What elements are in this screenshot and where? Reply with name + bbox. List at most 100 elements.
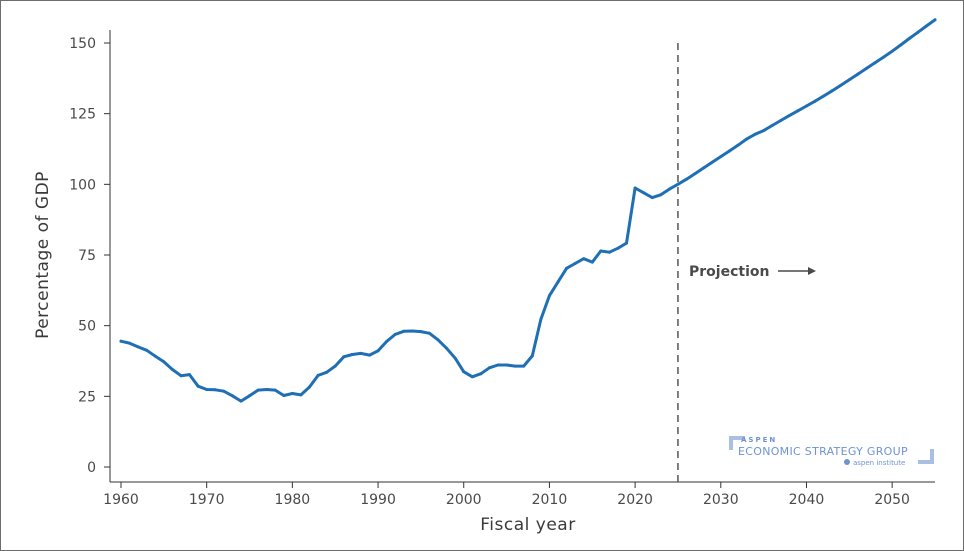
series-point: [453, 356, 457, 360]
series-point: [128, 341, 132, 345]
series-point: [539, 317, 543, 321]
series-point: [873, 61, 877, 65]
series-point: [573, 262, 577, 265]
y-tick-label: 0: [87, 460, 96, 476]
series-point: [727, 149, 731, 153]
series-point: [393, 332, 397, 336]
series-point: [890, 49, 894, 53]
series-point: [153, 354, 157, 358]
series-point: [590, 260, 594, 264]
series-point: [196, 384, 200, 388]
series-point: [830, 89, 834, 93]
logo-institute-text: aspen institute: [853, 459, 905, 467]
series-point: [530, 354, 534, 358]
series-point: [359, 351, 363, 355]
series-point: [633, 186, 637, 190]
series-point: [145, 348, 149, 352]
series-point: [299, 393, 303, 397]
series-point: [350, 353, 354, 356]
series-point: [933, 18, 937, 22]
x-tick-label: 1990: [360, 492, 396, 508]
series-point: [385, 340, 389, 343]
series-point: [924, 24, 928, 28]
projection-annotation: Projection: [689, 264, 769, 280]
series-point: [239, 399, 243, 403]
y-axis-ticks: 0 25 50 75 100 125 150: [69, 36, 110, 476]
series-point: [522, 364, 526, 368]
series-point: [616, 246, 620, 250]
series-point: [479, 372, 483, 376]
logo-institute-icon: [844, 459, 850, 465]
series-point: [796, 109, 800, 113]
series-point: [565, 266, 569, 270]
y-tick-label: 150: [69, 36, 96, 52]
series-point: [445, 346, 449, 350]
series-point: [736, 143, 740, 147]
x-axis-ticks: 1960 1970 1980 1990 2000 2010 2020 2030 2040 2050: [103, 482, 910, 508]
x-tick-label: 2050: [874, 492, 910, 508]
series-point: [642, 191, 646, 195]
series-point: [719, 155, 723, 159]
series-point: [702, 166, 706, 170]
y-axis-title: Percentage of GDP: [33, 171, 53, 339]
series-point: [839, 83, 843, 87]
series-point: [376, 349, 380, 353]
logo-aspen-text: ASPEN: [741, 436, 777, 444]
series-point: [316, 373, 320, 377]
series-point: [205, 388, 209, 391]
series-point: [402, 329, 406, 333]
series-point: [308, 385, 311, 389]
series-point: [599, 249, 603, 253]
x-tick-label: 2000: [446, 492, 482, 508]
series-point: [290, 392, 294, 395]
debt-series-line: [119, 18, 937, 403]
logo-bracket-left: [729, 436, 745, 450]
y-tick-label: 50: [78, 319, 96, 335]
x-tick-label: 2030: [703, 492, 739, 508]
series-point: [273, 388, 277, 392]
series-point: [419, 330, 423, 334]
series-point: [188, 373, 191, 377]
series-point: [693, 172, 697, 176]
series-point: [487, 366, 491, 370]
projection-arrow-head: [808, 267, 816, 275]
logo-title-text: ECONOMIC STRATEGY GROUP: [738, 445, 908, 458]
series-point: [325, 370, 329, 374]
series-point: [256, 388, 260, 392]
x-axis-title: Fiscal year: [480, 515, 575, 535]
series-point: [505, 363, 509, 367]
series-point: [513, 364, 517, 368]
series-point: [230, 394, 234, 398]
logo-bracket-right: [918, 449, 934, 464]
x-tick-label: 2020: [617, 492, 653, 508]
series-point: [119, 339, 123, 343]
y-tick-label: 100: [69, 177, 96, 193]
series-point: [787, 114, 791, 118]
series-point: [162, 360, 166, 364]
y-tick-label: 75: [78, 248, 96, 264]
x-tick-label: 1970: [189, 492, 225, 508]
series-point: [856, 72, 860, 76]
series-point: [282, 394, 286, 397]
series-point: [745, 137, 748, 141]
series-point: [907, 37, 911, 40]
series-point: [213, 388, 217, 392]
y-tick-label: 25: [78, 389, 96, 405]
series-point: [753, 132, 757, 136]
series-point: [770, 124, 774, 127]
series-point: [813, 99, 817, 103]
series-point: [650, 196, 654, 200]
series-point: [805, 104, 808, 108]
y-tick-label: 125: [69, 107, 96, 123]
series-point: [779, 119, 783, 122]
series-point: [865, 66, 868, 70]
series-point: [265, 388, 269, 391]
series-point: [685, 177, 688, 181]
series-point: [179, 374, 183, 378]
series-point: [625, 241, 628, 245]
series-point: [333, 364, 337, 368]
series-point: [882, 55, 886, 59]
x-tick-label: 1980: [275, 492, 311, 508]
